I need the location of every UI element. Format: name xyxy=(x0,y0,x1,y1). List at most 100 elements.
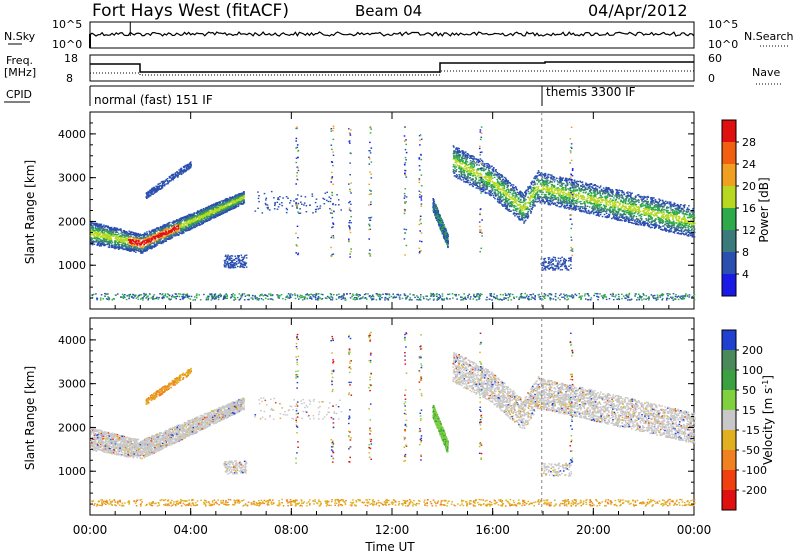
echo-cell xyxy=(228,203,230,204)
echo-cell xyxy=(224,264,226,265)
echo-cell xyxy=(606,211,608,212)
echo-cell xyxy=(243,200,245,201)
echo-cell xyxy=(478,165,480,166)
echo-cell xyxy=(232,206,234,207)
echo-cell xyxy=(519,204,521,205)
echo-cell xyxy=(236,201,238,202)
echo-cell xyxy=(301,204,303,205)
echo-cell xyxy=(269,209,271,210)
echo-cell xyxy=(595,197,597,198)
echo-cell xyxy=(170,231,172,232)
echo-cell xyxy=(122,238,124,239)
echo-cell xyxy=(146,234,148,235)
echo-cell xyxy=(199,224,201,225)
echo-cell xyxy=(211,213,213,214)
echo-cell xyxy=(176,171,178,172)
echo-cell xyxy=(120,237,122,238)
echo-cell xyxy=(114,244,116,245)
echo-cell xyxy=(133,234,135,235)
echo-cell xyxy=(160,242,162,243)
echo-cell xyxy=(156,186,158,187)
echo-cell xyxy=(134,243,136,244)
echo-cell xyxy=(128,239,130,240)
echo-cell xyxy=(233,199,235,200)
echo-cell xyxy=(215,217,217,218)
echo-cell xyxy=(178,221,180,222)
echo-cell xyxy=(153,187,155,188)
echo-cell xyxy=(201,212,203,213)
echo-cell xyxy=(233,264,235,265)
echo-cell xyxy=(146,195,148,196)
echo-cell xyxy=(151,238,153,239)
echo-cell xyxy=(660,229,662,230)
echo-cell xyxy=(147,244,149,245)
echo-cell xyxy=(238,194,240,195)
echo-cell xyxy=(157,242,159,243)
echo-cell xyxy=(206,218,208,219)
echo-cell xyxy=(264,193,266,194)
echo-cell xyxy=(479,182,481,183)
echo-cell xyxy=(439,222,441,223)
echo-cell xyxy=(495,171,497,172)
echo-cell xyxy=(625,216,627,217)
echo-cell xyxy=(226,211,228,212)
echo-cell xyxy=(474,181,476,182)
echo-cell xyxy=(510,192,512,193)
echo-cell xyxy=(117,229,119,230)
echo-cell xyxy=(185,230,187,231)
echo-cell xyxy=(463,172,465,173)
echo-cell xyxy=(97,223,99,224)
echo-cell xyxy=(196,221,198,222)
echo-cell xyxy=(328,201,330,202)
echo-cell xyxy=(98,226,100,227)
echo-cell xyxy=(221,213,223,214)
echo-cell xyxy=(277,202,279,203)
echo-cell xyxy=(112,242,114,243)
echo-cell xyxy=(145,249,147,250)
echo-cell xyxy=(109,239,111,240)
echo-cell xyxy=(338,199,340,200)
echo-cell xyxy=(217,202,219,203)
echo-cell xyxy=(257,191,259,192)
echo-cell xyxy=(206,216,208,217)
echo-cell xyxy=(134,233,136,234)
echo-cell xyxy=(124,230,126,231)
echo-cell xyxy=(433,201,435,202)
echo-cell xyxy=(131,245,133,246)
echo-cell xyxy=(172,174,174,175)
echo-cell xyxy=(235,262,237,263)
echo-cell xyxy=(129,237,131,238)
echo-cell xyxy=(93,227,95,228)
echo-cell xyxy=(199,217,201,218)
echo-cell xyxy=(204,213,206,214)
echo-cell xyxy=(545,196,547,197)
echo-cell xyxy=(232,262,234,263)
echo-cell xyxy=(228,200,230,201)
echo-cell xyxy=(586,211,588,212)
echo-cell xyxy=(514,197,516,198)
echo-cell xyxy=(125,236,127,237)
echo-cell xyxy=(168,182,170,183)
echo-cell xyxy=(499,201,501,202)
echo-cell xyxy=(138,235,140,236)
echo-cell xyxy=(442,229,444,230)
echo-cell xyxy=(242,198,244,199)
echo-cell xyxy=(104,239,106,240)
echo-cell xyxy=(194,223,196,224)
echo-cell xyxy=(338,204,340,205)
echo-cell xyxy=(144,243,146,244)
echo-cell xyxy=(445,241,447,242)
echo-cell xyxy=(237,266,239,267)
echo-cell xyxy=(535,199,537,200)
echo-cell xyxy=(142,247,144,248)
echo-cell xyxy=(237,255,239,256)
echo-cell xyxy=(169,177,171,178)
echo-cell xyxy=(309,204,311,205)
echo-cell xyxy=(160,226,162,227)
echo-cell xyxy=(319,208,321,209)
echo-cell xyxy=(124,239,126,240)
echo-cell xyxy=(146,246,148,247)
echo-cell xyxy=(123,245,125,246)
echo-cell xyxy=(120,247,122,248)
echo-cell xyxy=(243,195,245,196)
